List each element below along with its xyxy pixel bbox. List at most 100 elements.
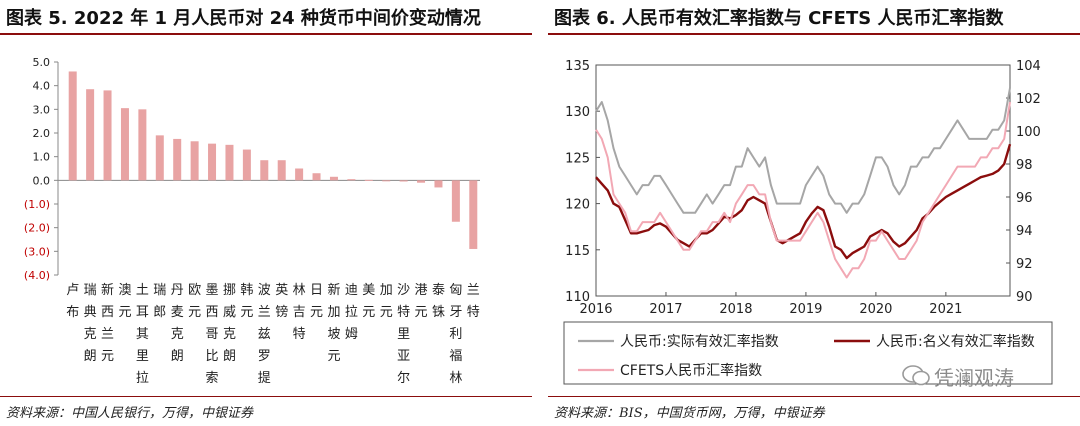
title-rule	[0, 33, 532, 35]
bar	[399, 180, 408, 182]
y-tick-label: (3.0)	[24, 245, 50, 258]
category-label: 兰特	[467, 283, 480, 320]
bar	[277, 160, 286, 181]
plot-frame	[595, 64, 1011, 297]
source-note: 资料来源：BIS，中国货币网，万得，中银证券	[554, 406, 825, 421]
category-label: 瑞典克朗	[84, 283, 97, 364]
watermark: 凭澜观涛	[934, 366, 1014, 390]
category-label: 欧元	[188, 283, 201, 320]
category-label: 丹麦克朗	[171, 283, 184, 364]
category-label: 加元	[380, 283, 393, 320]
category-label: 迪拉姆	[345, 283, 358, 342]
bar	[225, 144, 234, 181]
y-left-tick-label: 125	[565, 151, 590, 166]
bar	[260, 160, 269, 181]
title-rule	[548, 33, 1080, 35]
category-label: 日元	[310, 283, 323, 320]
bar	[208, 143, 217, 181]
y-tick-label: 4.0	[33, 80, 51, 93]
bar	[434, 180, 443, 188]
bar	[329, 176, 338, 181]
category-label: 墨西哥比索	[206, 283, 219, 386]
legend-label: 人民币:名义有效汇率指数	[876, 333, 1035, 350]
y-tick-label: 5.0	[33, 56, 51, 69]
chart-title: 图表 5. 2022 年 1 月人民币对 24 种货币中间价变动情况	[6, 8, 481, 29]
source-rule	[0, 396, 532, 397]
y-tick-label: 3.0	[33, 103, 51, 116]
series-line	[595, 143, 1012, 260]
y-right-tick-label: 92	[1016, 257, 1033, 272]
category-label: 港元	[415, 283, 428, 320]
y-right-tick-label: 100	[1016, 125, 1041, 140]
wechat-icon	[902, 365, 930, 386]
category-label: 新西兰元	[101, 282, 114, 364]
bar	[120, 108, 129, 181]
y-tick-label: (4.0)	[24, 269, 50, 282]
category-label: 泰铢	[432, 283, 445, 320]
bar	[382, 180, 391, 182]
y-left-tick-label: 110	[565, 290, 590, 305]
bar	[242, 149, 251, 181]
chart-title: 图表 6. 人民币有效汇率指数与 CFETS 人民币汇率指数	[554, 8, 1004, 29]
y-tick-label: 0.0	[33, 174, 51, 187]
bar	[190, 141, 199, 181]
y-tick-label: 1.0	[33, 151, 51, 164]
category-label: 韩元	[240, 283, 253, 320]
bar	[138, 109, 147, 181]
x-tick-label: 2016	[579, 302, 612, 317]
source-note: 资料来源：中国人民银行，万得，中银证券	[6, 406, 254, 421]
legend-label: 人民币:实际有效汇率指数	[620, 333, 779, 350]
y-right-tick-label: 94	[1016, 224, 1033, 239]
bar	[312, 173, 321, 181]
category-label: 美元	[362, 283, 375, 320]
y-right-tick-label: 98	[1016, 158, 1033, 173]
line-chart-panel: 图表 6. 人民币有效汇率指数与 CFETS 人民币汇率指数 110 115 120…	[548, 0, 1080, 426]
y-tick-label: (1.0)	[24, 198, 50, 211]
y-left-tick-label: 135	[565, 59, 590, 74]
bar-chart: 5.0 4.0 3.0 2.0 1.0 0.0 (1.0) (2.0) (3.0) (4.0) 卢布…	[24, 56, 480, 386]
y-right-tick-label: 90	[1016, 290, 1033, 305]
bar	[451, 180, 460, 222]
y-tick-label: (2.0)	[24, 222, 50, 235]
category-label: 波兰兹罗提	[258, 283, 271, 386]
x-tick-label: 2020	[859, 302, 892, 317]
category-label: 挪威克朗	[223, 283, 236, 364]
series-line	[595, 101, 1011, 279]
category-label: 卢布	[66, 282, 79, 320]
bar	[295, 168, 304, 181]
category-label: 匈牙利福林	[449, 283, 462, 386]
y-right-tick-label: 102	[1016, 92, 1041, 107]
bar	[86, 89, 95, 181]
y-right-tick-label: 104	[1016, 59, 1041, 74]
category-label: 沙特里亚尔	[397, 283, 410, 386]
bar	[347, 179, 356, 181]
y-tick-label: 2.0	[33, 127, 51, 140]
bar	[68, 71, 77, 181]
y-left-tick-label: 120	[565, 198, 590, 213]
bar	[469, 180, 478, 249]
x-tick-label: 2018	[719, 302, 752, 317]
source-rule	[548, 396, 1080, 397]
legend	[563, 321, 1053, 385]
category-label: 土耳其里拉	[136, 283, 149, 386]
legend-label: CFETS人民币汇率指数	[620, 362, 762, 379]
bar	[173, 138, 182, 181]
y-right-tick-label: 96	[1016, 191, 1033, 206]
series-line	[595, 87, 1011, 214]
line-chart: 110 115 120 125 130 135 90 92 94 96 98 100 102 104 201…	[563, 59, 1053, 385]
y-left-tick-label: 130	[565, 105, 590, 120]
category-label: 澳元	[118, 282, 131, 320]
x-tick-label: 2021	[929, 302, 962, 317]
bar-chart-panel: 图表 5. 2022 年 1 月人民币对 24 种货币中间价变动情况 5.0 4.…	[0, 0, 532, 426]
bar	[417, 180, 426, 183]
category-label: 英镑	[275, 283, 288, 320]
category-label: 林吉特	[293, 283, 306, 342]
bar	[364, 179, 373, 181]
y-left-tick-label: 115	[565, 244, 590, 259]
bar	[155, 135, 164, 181]
bar	[103, 90, 112, 181]
category-label: 新加坡元	[327, 282, 340, 364]
category-label: 瑞郎	[153, 283, 166, 320]
x-tick-label: 2019	[789, 302, 822, 317]
x-tick-label: 2017	[649, 302, 682, 317]
